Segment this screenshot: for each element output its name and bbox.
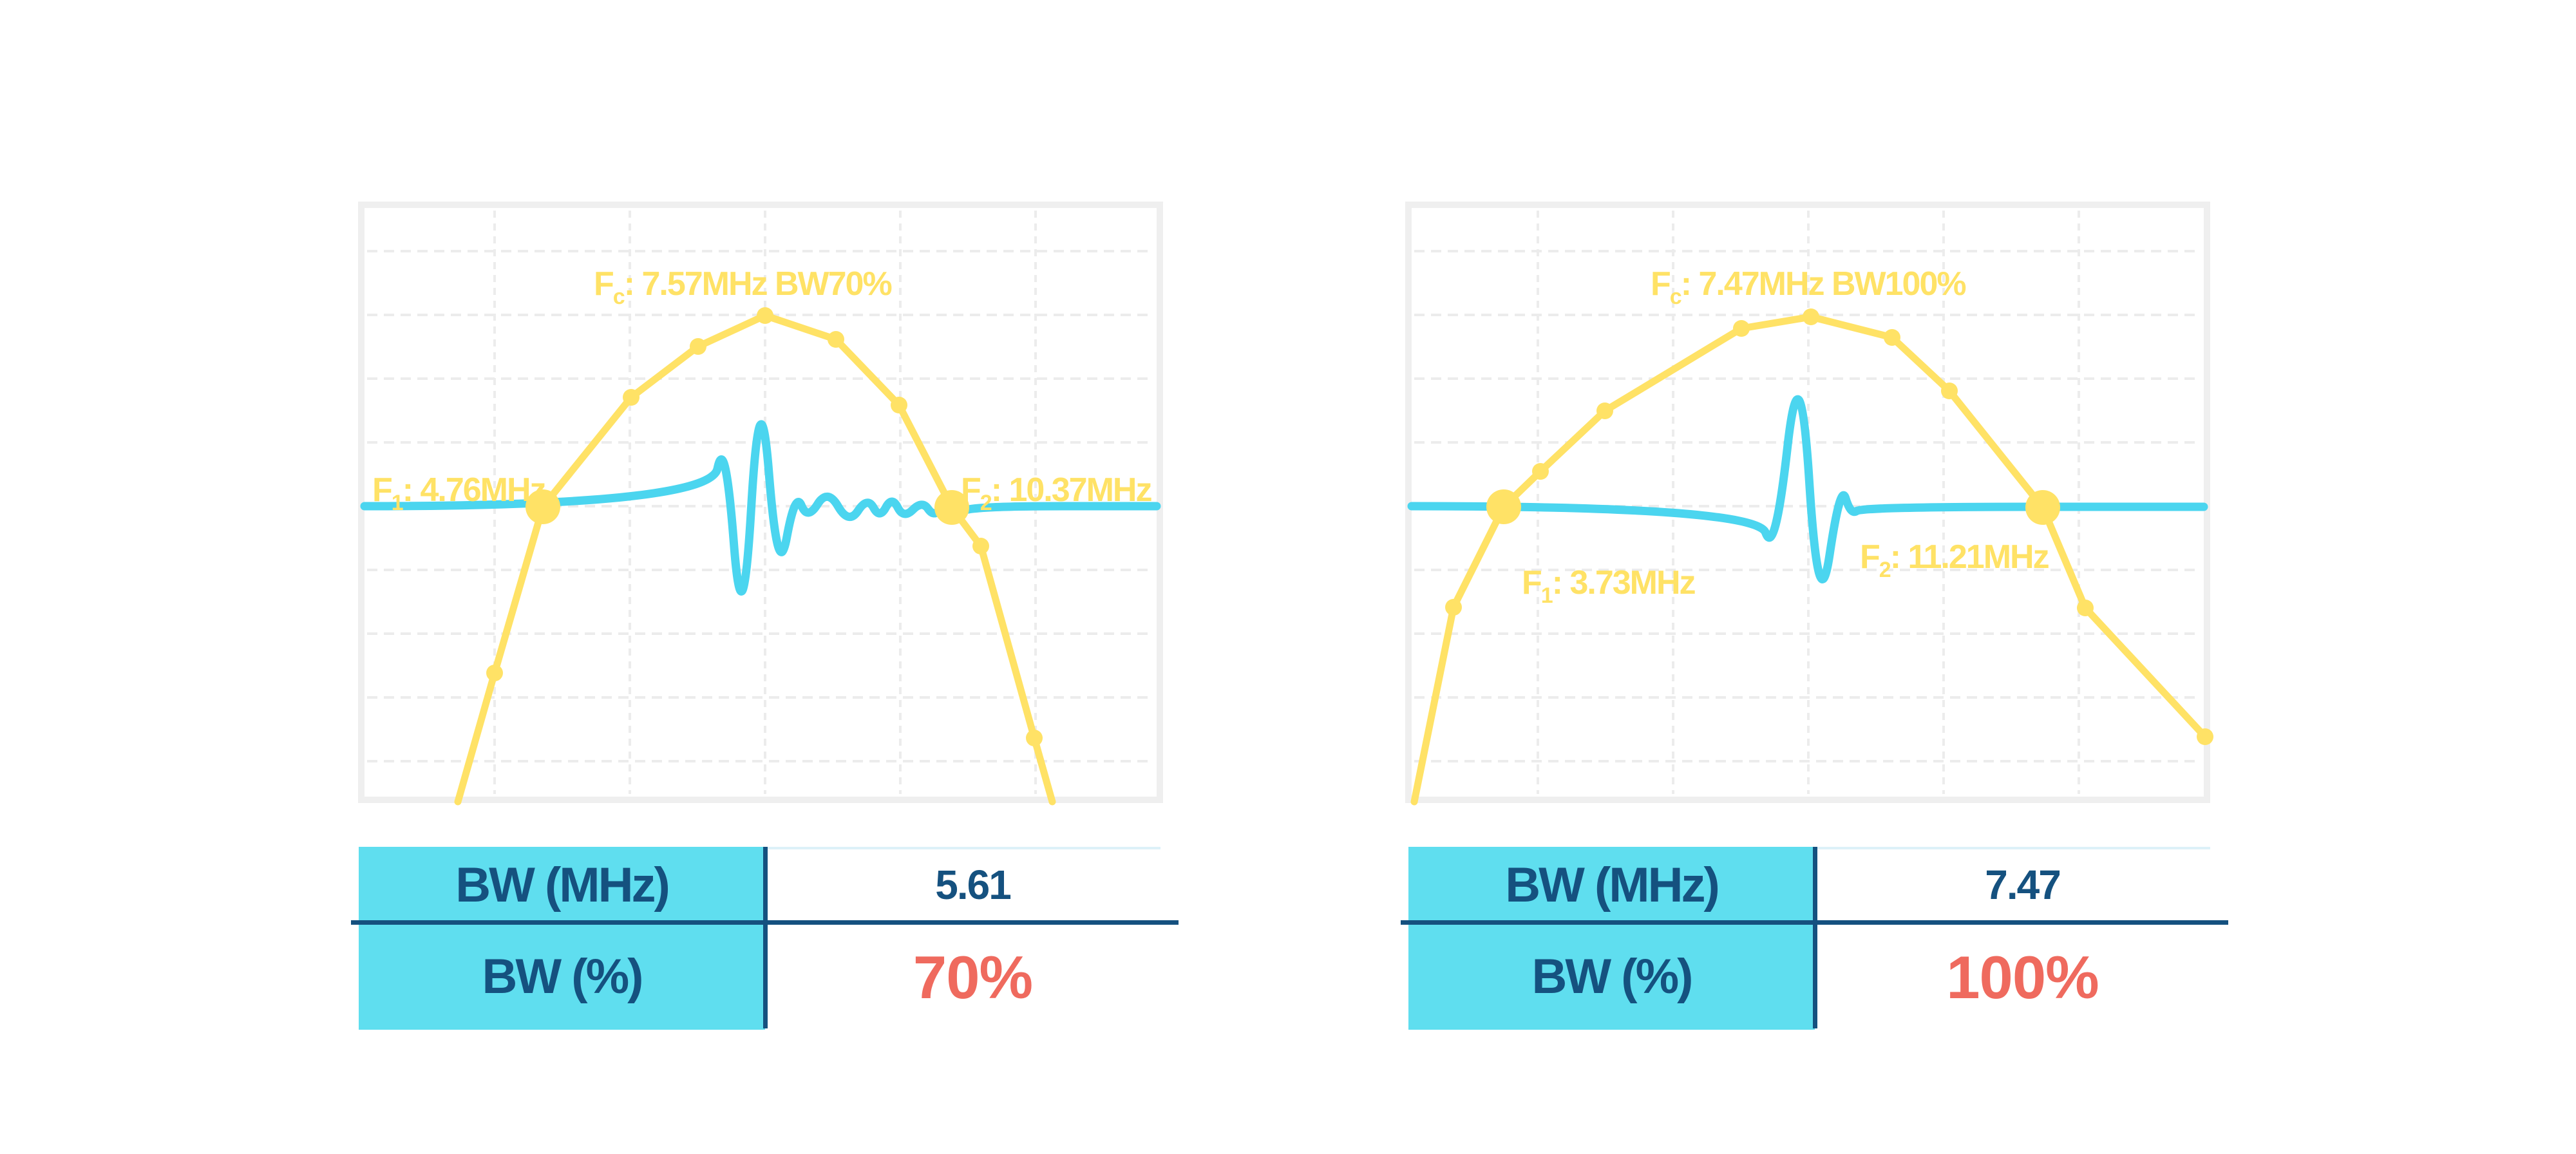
f1-annotation: F1: 3.73MHz	[1522, 564, 1696, 608]
f2-marker-dot	[2025, 490, 2060, 525]
table-header-column: BW (MHz) BW (%)	[359, 847, 765, 1030]
spectrum-point-dot	[828, 331, 844, 348]
fc-annotation: Fc: 7.57MHz BW70%	[594, 265, 891, 309]
spectrum-curve	[1410, 313, 2209, 806]
table-column-divider	[1813, 847, 1817, 1028]
spectrum-point-dot	[2197, 728, 2213, 745]
bw-pct-label: BW (%)	[1531, 949, 1694, 1004]
chart-panel-right: Fc: 7.47MHz BW100% F1: 3.73MHz F2: 11.21MH…	[1405, 202, 2213, 806]
spectrum-point-dot	[1803, 308, 1819, 325]
spectrum-point-dot	[1596, 402, 1613, 419]
spectrum-curve	[454, 312, 1056, 806]
spectrum-point-dot	[972, 538, 989, 554]
bw-pct-label: BW (%)	[482, 949, 644, 1004]
f2-annotation: F2: 11.21MHz	[1860, 538, 2049, 582]
f2-annotation: F2: 10.37MHz	[961, 471, 1151, 515]
f2-marker-dot	[934, 490, 969, 525]
f1-marker-dot	[526, 489, 560, 524]
bw-mhz-label: BW (MHz)	[1505, 857, 1720, 913]
spectrum-point-dot	[1733, 320, 1750, 337]
f1-annotation: F1: 4.76MHz	[372, 471, 546, 515]
f1-marker-dot	[1486, 489, 1521, 524]
table-top-accent-line	[1816, 847, 2210, 849]
spectrum-point-dot	[2077, 600, 2094, 616]
table-header-column: BW (MHz) BW (%)	[1408, 847, 1815, 1030]
spectrum-point-dot	[690, 338, 706, 355]
spectrum-point-dot	[1941, 383, 1958, 399]
spectrum-point-dot	[1026, 730, 1043, 746]
pulse-waveform	[1407, 395, 2208, 583]
spectrum-point-dot	[1445, 599, 1462, 616]
spectrum-point-dot	[757, 307, 773, 324]
spectrum-point-dot	[486, 665, 503, 681]
bw-mhz-value: 5.61	[935, 862, 1012, 908]
bw-mhz-label: BW (MHz)	[455, 857, 670, 913]
spectrum-point-dot	[623, 389, 639, 406]
spectrum-point-dot	[1884, 329, 1900, 346]
bw-pct-value: 70%	[913, 943, 1033, 1011]
bw-table-left: BW (MHz) BW (%) 5.61 70%	[351, 847, 1189, 1034]
fc-annotation: Fc: 7.47MHz BW100%	[1651, 265, 1965, 309]
chart-panel-left: Fc: 7.57MHz BW70% F1: 4.76MHz F2: 10.37MHz	[358, 202, 1163, 806]
table-column-divider	[763, 847, 768, 1028]
spectrum-point-dot	[1532, 463, 1549, 480]
bw-pct-value: 100%	[1946, 943, 2099, 1011]
bw-table-right: BW (MHz) BW (%) 7.47 100%	[1401, 847, 2239, 1034]
bw-mhz-value: 7.47	[1985, 862, 2061, 908]
table-top-accent-line	[766, 847, 1160, 849]
spectrum-point-dot	[891, 397, 907, 413]
